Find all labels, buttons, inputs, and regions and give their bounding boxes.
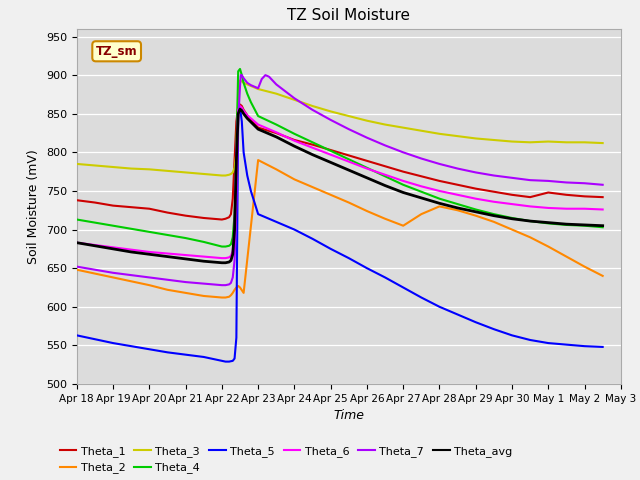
Text: TZ_sm: TZ_sm <box>96 45 138 58</box>
Y-axis label: Soil Moisture (mV): Soil Moisture (mV) <box>28 149 40 264</box>
Legend: Theta_1, Theta_2, Theta_3, Theta_4, Theta_5, Theta_6, Theta_7, Theta_avg: Theta_1, Theta_2, Theta_3, Theta_4, Thet… <box>55 442 517 478</box>
X-axis label: Time: Time <box>333 409 364 422</box>
Title: TZ Soil Moisture: TZ Soil Moisture <box>287 9 410 24</box>
